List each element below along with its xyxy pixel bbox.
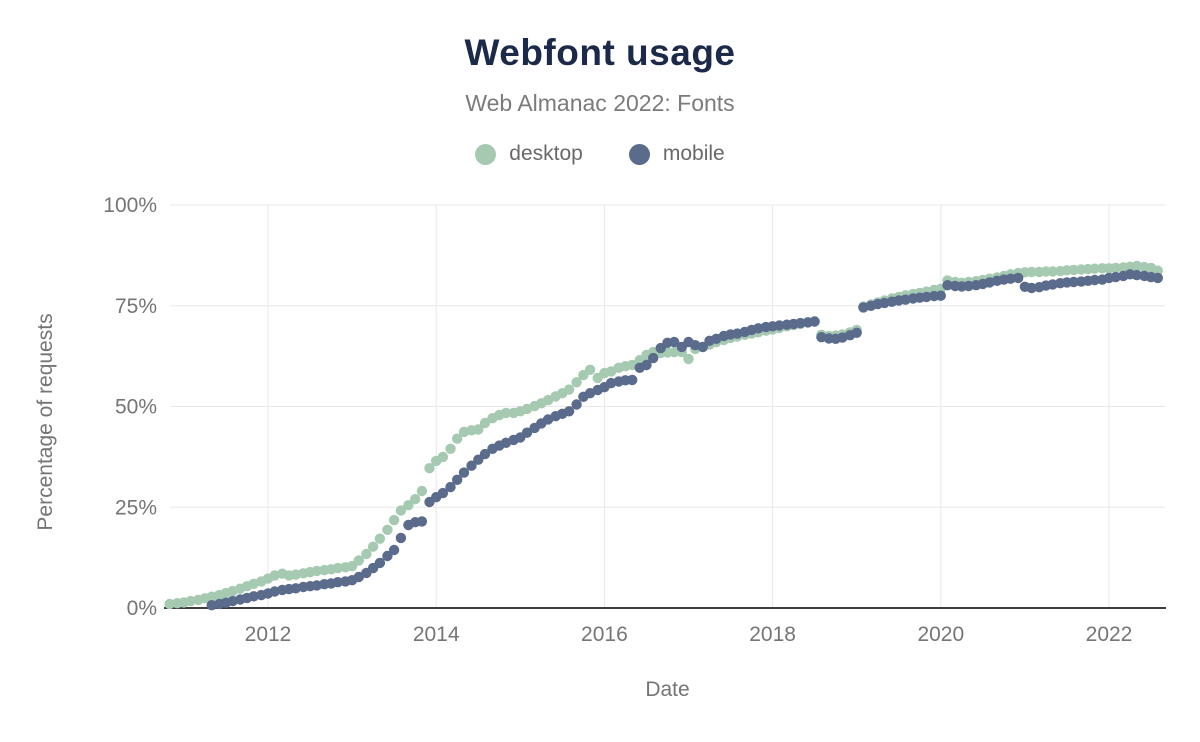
svg-text:50%: 50% — [115, 396, 157, 419]
chart-subtitle: Web Almanac 2022: Fonts — [465, 90, 735, 116]
legend-label-mobile: mobile — [662, 142, 725, 165]
desktop-series-dot-icon — [475, 143, 497, 165]
mobile-series — [206, 269, 1164, 611]
x-axis-title: Date — [645, 678, 690, 701]
svg-text:0%: 0% — [127, 597, 157, 620]
legend-label-desktop: desktop — [509, 142, 583, 165]
svg-text:2022: 2022 — [1086, 623, 1133, 646]
x-tick-labels: 2012 2014 2016 2018 2020 2022 — [245, 623, 1133, 646]
svg-text:2012: 2012 — [245, 623, 292, 646]
svg-text:75%: 75% — [115, 295, 157, 318]
svg-text:2016: 2016 — [581, 623, 628, 646]
svg-text:2018: 2018 — [749, 623, 796, 646]
y-gridlines — [170, 204, 1165, 508]
svg-text:100%: 100% — [103, 194, 157, 217]
y-axis-title: Percentage of requests — [34, 313, 57, 531]
chart-legend: desktop mobile — [0, 142, 1200, 166]
legend-item-mobile: mobile — [628, 142, 725, 166]
legend-item-desktop: desktop — [475, 142, 583, 166]
desktop-series — [164, 260, 1164, 610]
svg-text:2014: 2014 — [413, 623, 460, 646]
svg-text:25%: 25% — [115, 496, 157, 519]
svg-text:2020: 2020 — [917, 623, 964, 646]
y-tick-labels: 0% 25% 50% 75% 100% — [103, 194, 157, 620]
page-title: Webfont usage — [464, 32, 736, 73]
mobile-series-dot-icon — [628, 143, 650, 165]
x-gridlines — [267, 205, 1110, 607]
